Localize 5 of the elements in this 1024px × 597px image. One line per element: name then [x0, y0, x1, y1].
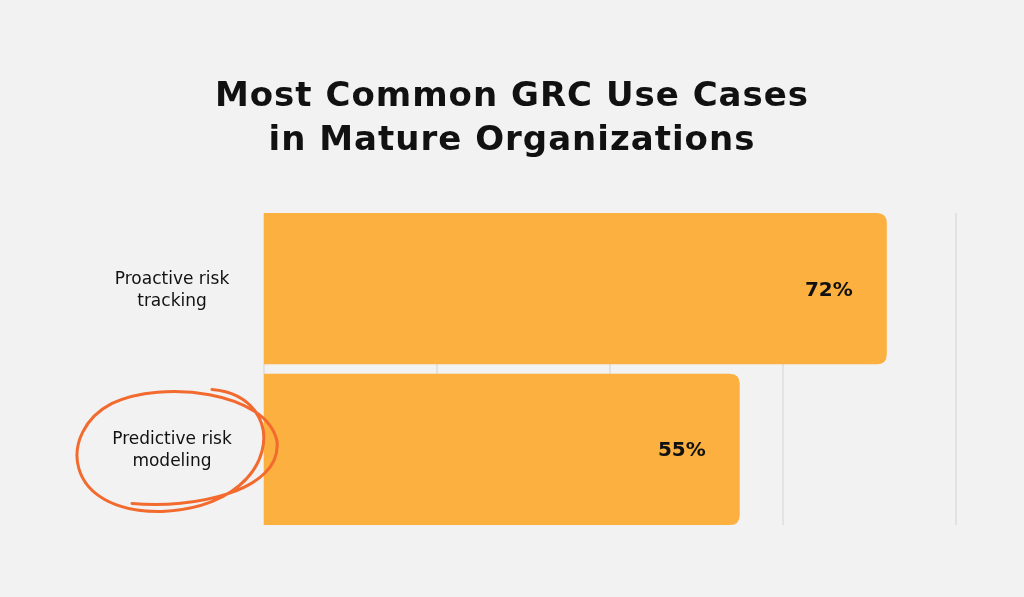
- data-label: 55%: [657, 437, 706, 462]
- y-tick-label: Predictive risk modeling: [112, 428, 232, 471]
- chart-title: Most Common GRC Use Cases in Mature Organizations: [214, 74, 810, 158]
- y-tick-label: Proactive risk tracking: [114, 267, 230, 310]
- data-label: 72%: [804, 276, 853, 301]
